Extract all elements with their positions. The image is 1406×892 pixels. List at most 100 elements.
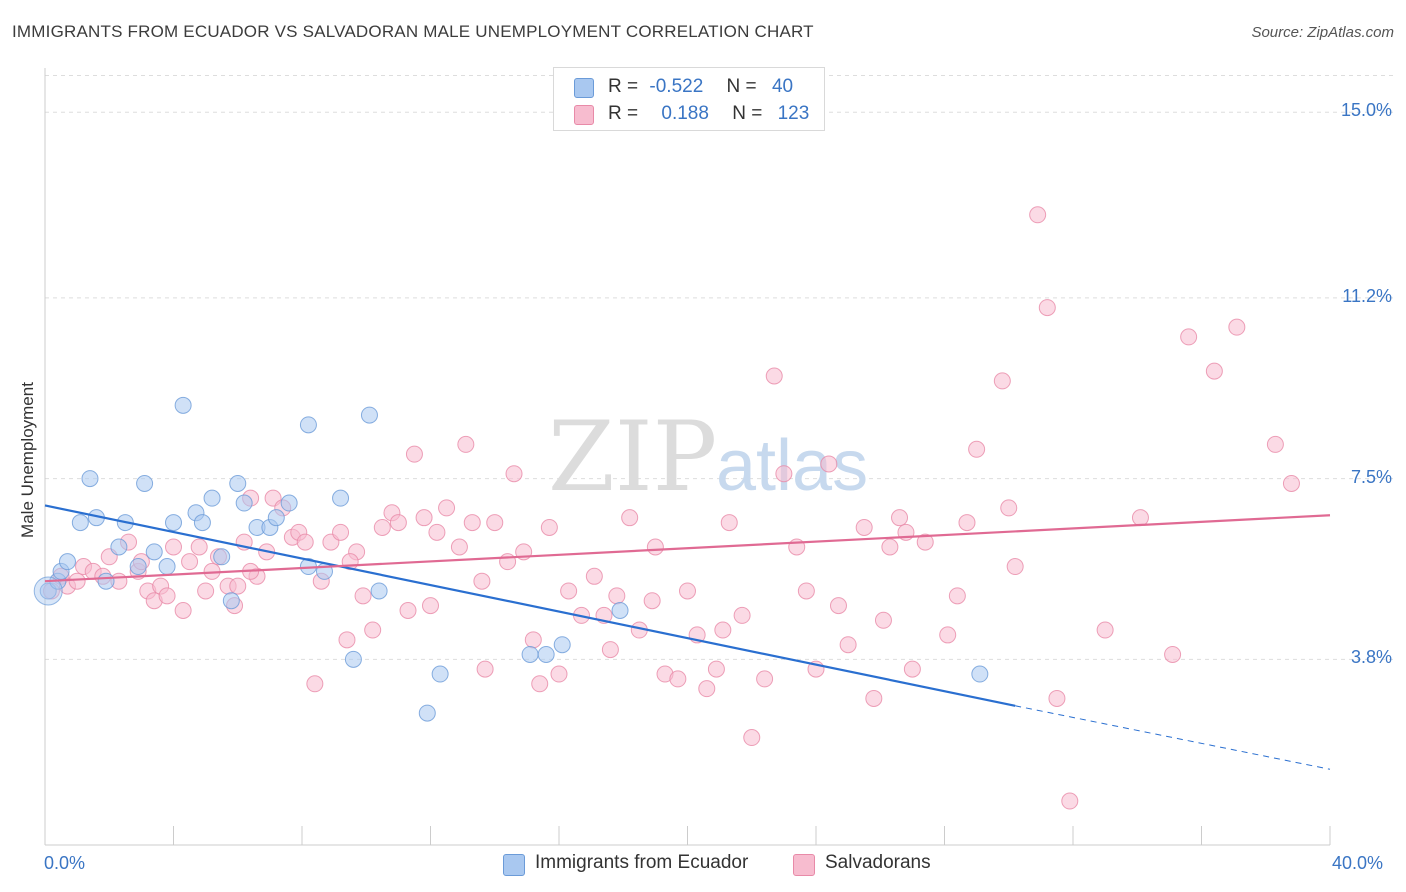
point-salvadoran [707,660,725,678]
point-salvadoran [373,518,391,536]
legend-swatch-ecuador [574,78,594,98]
point-ecuador [344,650,362,668]
point-salvadoran [903,660,921,678]
legend-text-ecuador: R = -0.522 N = 40 [608,76,793,98]
point-ecuador [81,470,99,488]
point-ecuador [71,514,89,532]
legend-n-value: 40 [771,76,794,97]
point-salvadoran [486,514,504,532]
point-salvadoran [765,367,783,385]
point-salvadoran [881,538,899,556]
point-salvadoran [855,518,873,536]
point-salvadoran [1029,206,1047,224]
point-ecuador [521,645,539,663]
point-salvadoran [296,533,314,551]
point-salvadoran [585,567,603,585]
point-ecuador [136,474,154,492]
point-salvadoran [865,689,883,707]
point-ecuador [360,406,378,424]
point-salvadoran [820,455,838,473]
point-ecuador [129,558,147,576]
point-salvadoran [550,665,568,683]
point-salvadoran [438,499,456,517]
point-ecuador [431,665,449,683]
series-swatch-ecuador [503,854,525,876]
point-ecuador [145,543,163,561]
point-ecuador [193,514,211,532]
series-legend: Immigrants from Ecuador Salvadorans [0,852,1406,878]
watermark-zip: ZIP [548,401,717,513]
point-salvadoran [646,538,664,556]
legend-n-label: N = [726,76,757,97]
point-salvadoran [1000,499,1018,517]
point-salvadoran [669,670,687,688]
point-ecuador [229,474,247,492]
point-salvadoran [505,465,523,483]
point-salvadoran [68,572,86,590]
point-salvadoran [463,514,481,532]
trend-salvadorans [44,514,1331,583]
point-salvadoran [775,465,793,483]
point-salvadoran [891,509,909,527]
point-ecuador [280,494,298,512]
point-salvadoran [499,553,517,571]
point-salvadoran [743,729,761,747]
point-cluster-origin [33,576,63,606]
legend-r-value: 0.188 [661,103,709,124]
series-label-ecuador: Immigrants from Ecuador [535,852,749,873]
trend-ecuador-extension [1015,705,1331,770]
legend-text-salvadorans: R = 0.188 N = 123 [608,103,809,125]
point-salvadoran [939,626,957,644]
point-salvadoran [560,582,578,600]
point-salvadoran [197,582,215,600]
point-salvadoran [422,597,439,615]
point-salvadoran [1038,299,1056,317]
point-ecuador [332,489,350,507]
point-salvadoran [874,611,892,629]
point-salvadoran [190,538,208,556]
point-salvadoran [1180,328,1198,346]
point-salvadoran [1282,474,1300,492]
point-salvadoran [643,592,661,610]
point-salvadoran [174,602,192,620]
point-salvadoran [524,631,542,649]
point-salvadoran [993,372,1011,390]
point-ecuador [235,494,253,512]
y-tick-label: 15.0% [1340,100,1392,121]
point-salvadoran [158,587,176,605]
point-salvadoran [1048,689,1066,707]
point-salvadoran [948,587,966,605]
legend-r-label: R = [608,103,639,124]
point-salvadoran [714,621,732,639]
y-tick-label: 7.5% [1350,466,1392,487]
point-salvadoran [1096,621,1114,639]
point-ecuador [158,558,176,576]
point-ecuador [58,553,76,571]
trend-lines [44,504,1331,770]
legend-r-label: R = [608,76,639,97]
x-tick-label-min: 0.0% [44,853,86,873]
points [33,206,1300,810]
trend-ecuador [44,504,1016,707]
point-salvadoran [679,582,696,600]
point-salvadoran [364,621,382,639]
point-salvadoran [839,636,857,654]
point-salvadoran [1266,435,1284,453]
point-ecuador [222,592,240,610]
point-salvadoran [1205,362,1223,380]
point-salvadoran [698,680,716,698]
point-ecuador [971,665,989,683]
point-salvadoran [608,587,626,605]
point-salvadoran [473,572,491,590]
point-ecuador [97,572,115,590]
point-salvadoran [1131,509,1149,527]
watermark: ZIP atlas [548,401,868,513]
point-salvadoran [1164,645,1182,663]
point-ecuador [553,636,571,654]
point-ecuador [537,645,555,663]
legend-n-value: 123 [777,103,810,124]
point-salvadoran [306,675,324,693]
point-ecuador [267,509,285,527]
axes [44,68,1331,846]
